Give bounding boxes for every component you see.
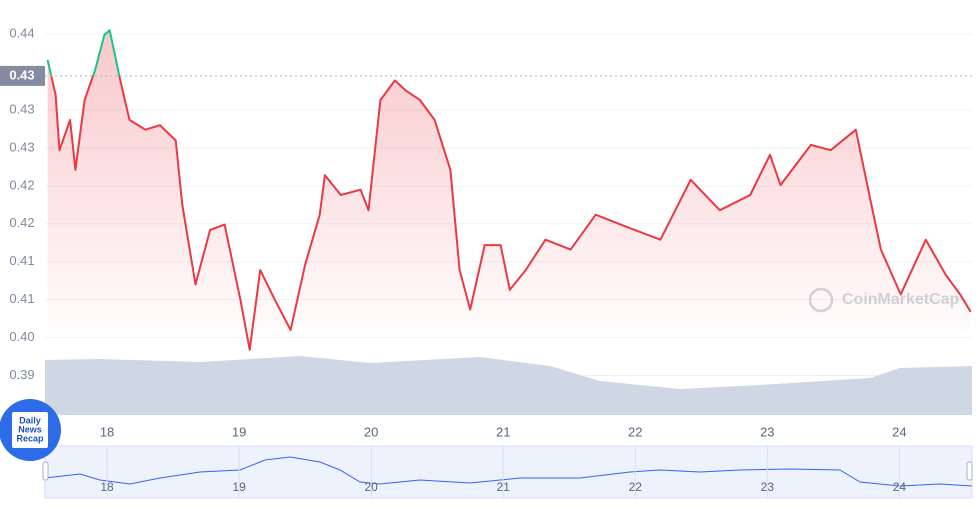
navigator-tick-label: 21 bbox=[497, 480, 511, 494]
price-line bbox=[46, 29, 972, 351]
navigator-tick-label: 18 bbox=[100, 480, 114, 494]
y-tick-label: 0.41 bbox=[9, 253, 34, 268]
volume-area bbox=[45, 356, 972, 415]
y-tick-label: 0.39 bbox=[9, 367, 34, 382]
y-tick-label: 0.40 bbox=[9, 329, 34, 344]
x-tick-label: 18 bbox=[100, 424, 114, 439]
navigator-tick-label: 22 bbox=[629, 480, 643, 494]
navigator-tick-label: 24 bbox=[893, 480, 907, 494]
badge: Daily News Recap bbox=[0, 399, 61, 461]
badge-text: Recap bbox=[16, 433, 44, 443]
watermark-text: CoinMarketCap bbox=[842, 291, 960, 308]
badge-frame bbox=[12, 412, 48, 448]
y-tick-label: 0.42 bbox=[9, 177, 34, 192]
navigator-tick-label: 20 bbox=[364, 480, 378, 494]
navigator-handle[interactable] bbox=[966, 461, 973, 481]
badge-text: News bbox=[18, 424, 42, 434]
watermark: CoinMarketCap bbox=[808, 287, 960, 313]
y-tick-label: 0.41 bbox=[9, 291, 34, 306]
navigator-tick-label: 23 bbox=[761, 480, 775, 494]
y-tick-label: 0.43 bbox=[9, 139, 34, 154]
badge-text: Daily bbox=[19, 415, 41, 425]
y-tick-label: 0.43 bbox=[9, 101, 34, 116]
price-area bbox=[47, 30, 971, 350]
x-tick-label: 21 bbox=[496, 424, 510, 439]
navigator-handle[interactable] bbox=[42, 461, 49, 481]
x-tick-label: 19 bbox=[232, 424, 246, 439]
y-tick-label: 0.44 bbox=[9, 26, 34, 41]
x-tick-label: 24 bbox=[892, 424, 906, 439]
y-tick-label: 0.42 bbox=[9, 215, 34, 230]
plot bbox=[45, 30, 972, 377]
watermark-logo bbox=[808, 287, 834, 313]
current-price-label: 0.43 bbox=[9, 67, 34, 82]
current-price-box bbox=[0, 65, 45, 86]
x-tick-label: 22 bbox=[628, 424, 642, 439]
navigator-line bbox=[44, 456, 973, 487]
x-tick-label: 23 bbox=[760, 424, 774, 439]
navigator-tick-label: 19 bbox=[232, 480, 246, 494]
x-tick-label: 20 bbox=[364, 424, 378, 439]
